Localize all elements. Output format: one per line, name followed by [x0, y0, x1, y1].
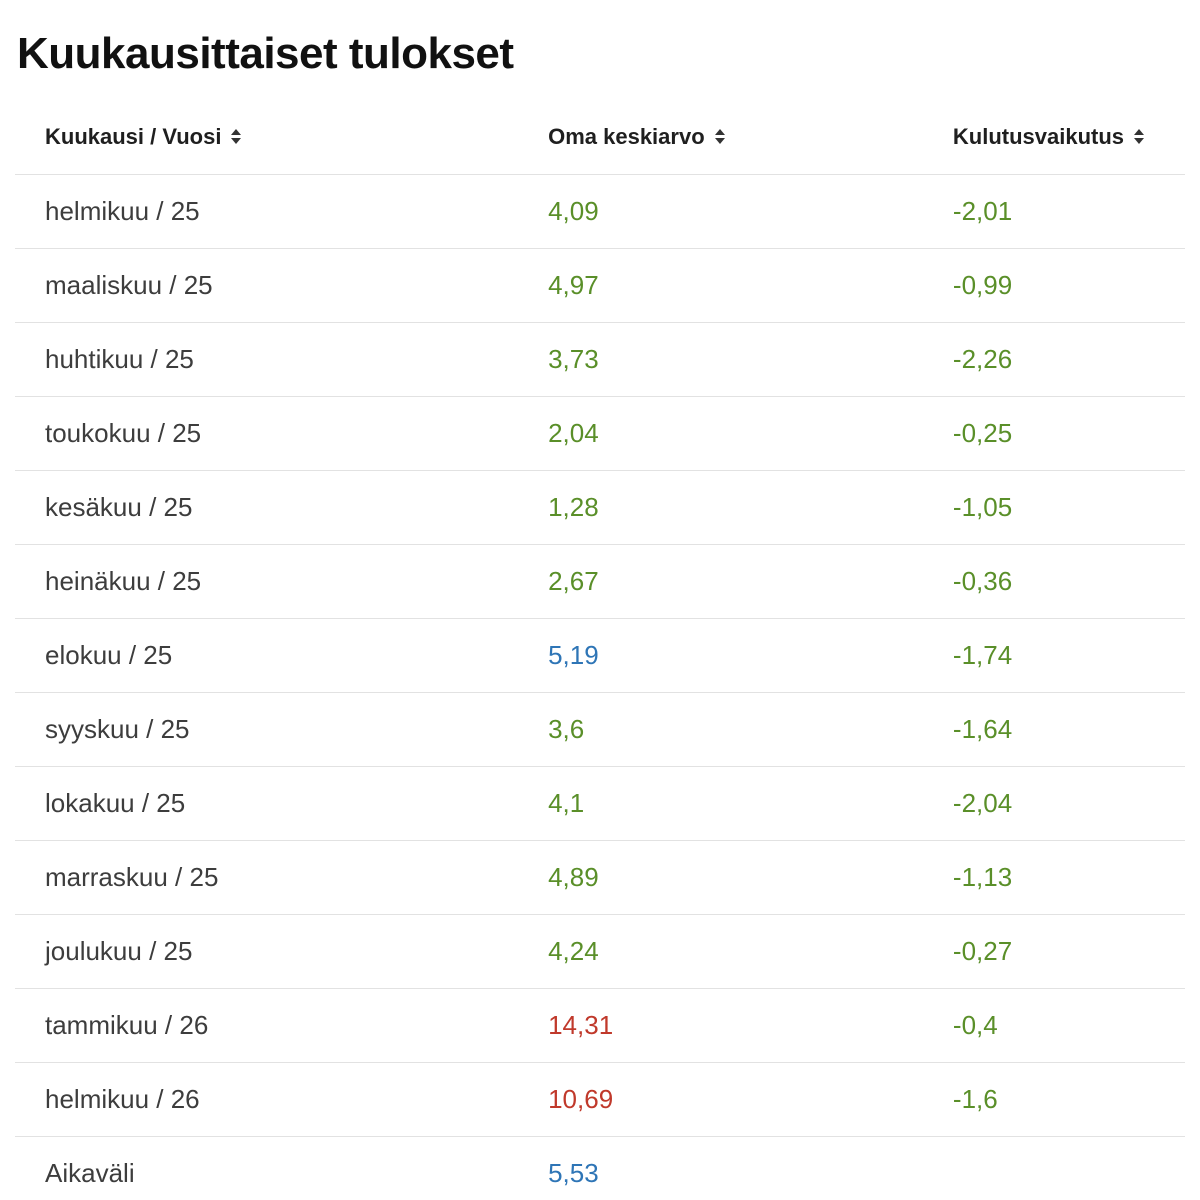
impact-cell: -2,01	[922, 174, 1185, 250]
impact-cell: -1,74	[922, 618, 1185, 694]
average-cell: 2,04	[518, 396, 923, 472]
impact-cell	[922, 1136, 1185, 1200]
impact-cell: -1,13	[922, 840, 1185, 916]
table-row: helmikuu / 26 10,69 -1,6	[15, 1062, 1185, 1138]
average-cell: 10,69	[518, 1062, 923, 1138]
impact-cell: -0,99	[922, 248, 1185, 324]
impact-cell: -0,4	[922, 988, 1185, 1064]
column-header-month[interactable]: Kuukausi / Vuosi	[15, 102, 519, 176]
month-cell: toukokuu / 25	[15, 396, 519, 472]
month-cell: elokuu / 25	[15, 618, 519, 694]
month-cell: lokakuu / 25	[15, 766, 519, 842]
average-cell: 5,53	[518, 1136, 923, 1200]
table-row: marraskuu / 25 4,89 -1,13	[15, 840, 1185, 916]
sort-up-arrow-icon	[231, 129, 242, 136]
month-cell: marraskuu / 25	[15, 840, 519, 916]
average-cell: 3,73	[518, 322, 923, 398]
impact-cell: -2,04	[922, 766, 1185, 842]
sort-up-arrow-icon	[714, 129, 725, 136]
table-row: elokuu / 25 5,19 -1,74	[15, 618, 1185, 694]
sort-down-arrow-icon	[231, 138, 242, 145]
sort-icon[interactable]	[231, 129, 242, 145]
table-row: joulukuu / 25 4,24 -0,27	[15, 914, 1185, 990]
impact-cell: -0,27	[922, 914, 1185, 990]
month-cell: tammikuu / 26	[15, 988, 519, 1064]
average-cell: 1,28	[518, 470, 923, 546]
sort-down-arrow-icon	[1134, 138, 1145, 145]
average-cell: 4,24	[518, 914, 923, 990]
impact-cell: -0,25	[922, 396, 1185, 472]
table-row: heinäkuu / 25 2,67 -0,36	[15, 544, 1185, 620]
average-cell: 4,09	[518, 174, 923, 250]
average-cell: 5,19	[518, 618, 923, 694]
table-row: tammikuu / 26 14,31 -0,4	[15, 988, 1185, 1064]
table-row: lokakuu / 25 4,1 -2,04	[15, 766, 1185, 842]
impact-cell: -2,26	[922, 322, 1185, 398]
average-cell: 2,67	[518, 544, 923, 620]
month-cell: heinäkuu / 25	[15, 544, 519, 620]
month-cell: Aikaväli	[15, 1136, 519, 1200]
month-cell: joulukuu / 25	[15, 914, 519, 990]
table-row: huhtikuu / 25 3,73 -2,26	[15, 322, 1185, 398]
average-cell: 3,6	[518, 692, 923, 768]
average-cell: 4,1	[518, 766, 923, 842]
impact-cell: -0,36	[922, 544, 1185, 620]
page-title: Kuukausittaiset tulokset	[17, 29, 514, 78]
sort-down-arrow-icon	[714, 138, 725, 145]
column-header-impact-label: Kulutusvaikutus	[952, 124, 1125, 150]
sort-up-arrow-icon	[1134, 129, 1145, 136]
table-row: maaliskuu / 25 4,97 -0,99	[15, 248, 1185, 324]
month-cell: syyskuu / 25	[15, 692, 519, 768]
table-header-row: Kuukausi / Vuosi Oma keskiarvo Kulutusva…	[15, 102, 1185, 176]
month-cell: helmikuu / 26	[15, 1062, 519, 1138]
average-cell: 4,97	[518, 248, 923, 324]
column-header-impact[interactable]: Kulutusvaikutus	[922, 102, 1185, 176]
month-cell: helmikuu / 25	[15, 174, 519, 250]
column-header-average[interactable]: Oma keskiarvo	[518, 102, 923, 176]
month-cell: kesäkuu / 25	[15, 470, 519, 546]
table-row: kesäkuu / 25 1,28 -1,05	[15, 470, 1185, 546]
column-header-month-label: Kuukausi / Vuosi	[45, 124, 222, 150]
table-row: toukokuu / 25 2,04 -0,25	[15, 396, 1185, 472]
table-row: syyskuu / 25 3,6 -1,64	[15, 692, 1185, 768]
average-cell: 4,89	[518, 840, 923, 916]
sort-icon[interactable]	[714, 129, 725, 145]
column-header-average-label: Oma keskiarvo	[548, 124, 705, 150]
impact-cell: -1,6	[922, 1062, 1185, 1138]
impact-cell: -1,05	[922, 470, 1185, 546]
month-cell: maaliskuu / 25	[15, 248, 519, 324]
table-row: helmikuu / 25 4,09 -2,01	[15, 174, 1185, 250]
monthly-results-table: Kuukausi / Vuosi Oma keskiarvo Kulutusva…	[15, 102, 1185, 1200]
sort-icon[interactable]	[1134, 129, 1145, 145]
impact-cell: -1,64	[922, 692, 1185, 768]
average-cell: 14,31	[518, 988, 923, 1064]
table-row: Aikaväli 5,53	[15, 1136, 1185, 1200]
month-cell: huhtikuu / 25	[15, 322, 519, 398]
